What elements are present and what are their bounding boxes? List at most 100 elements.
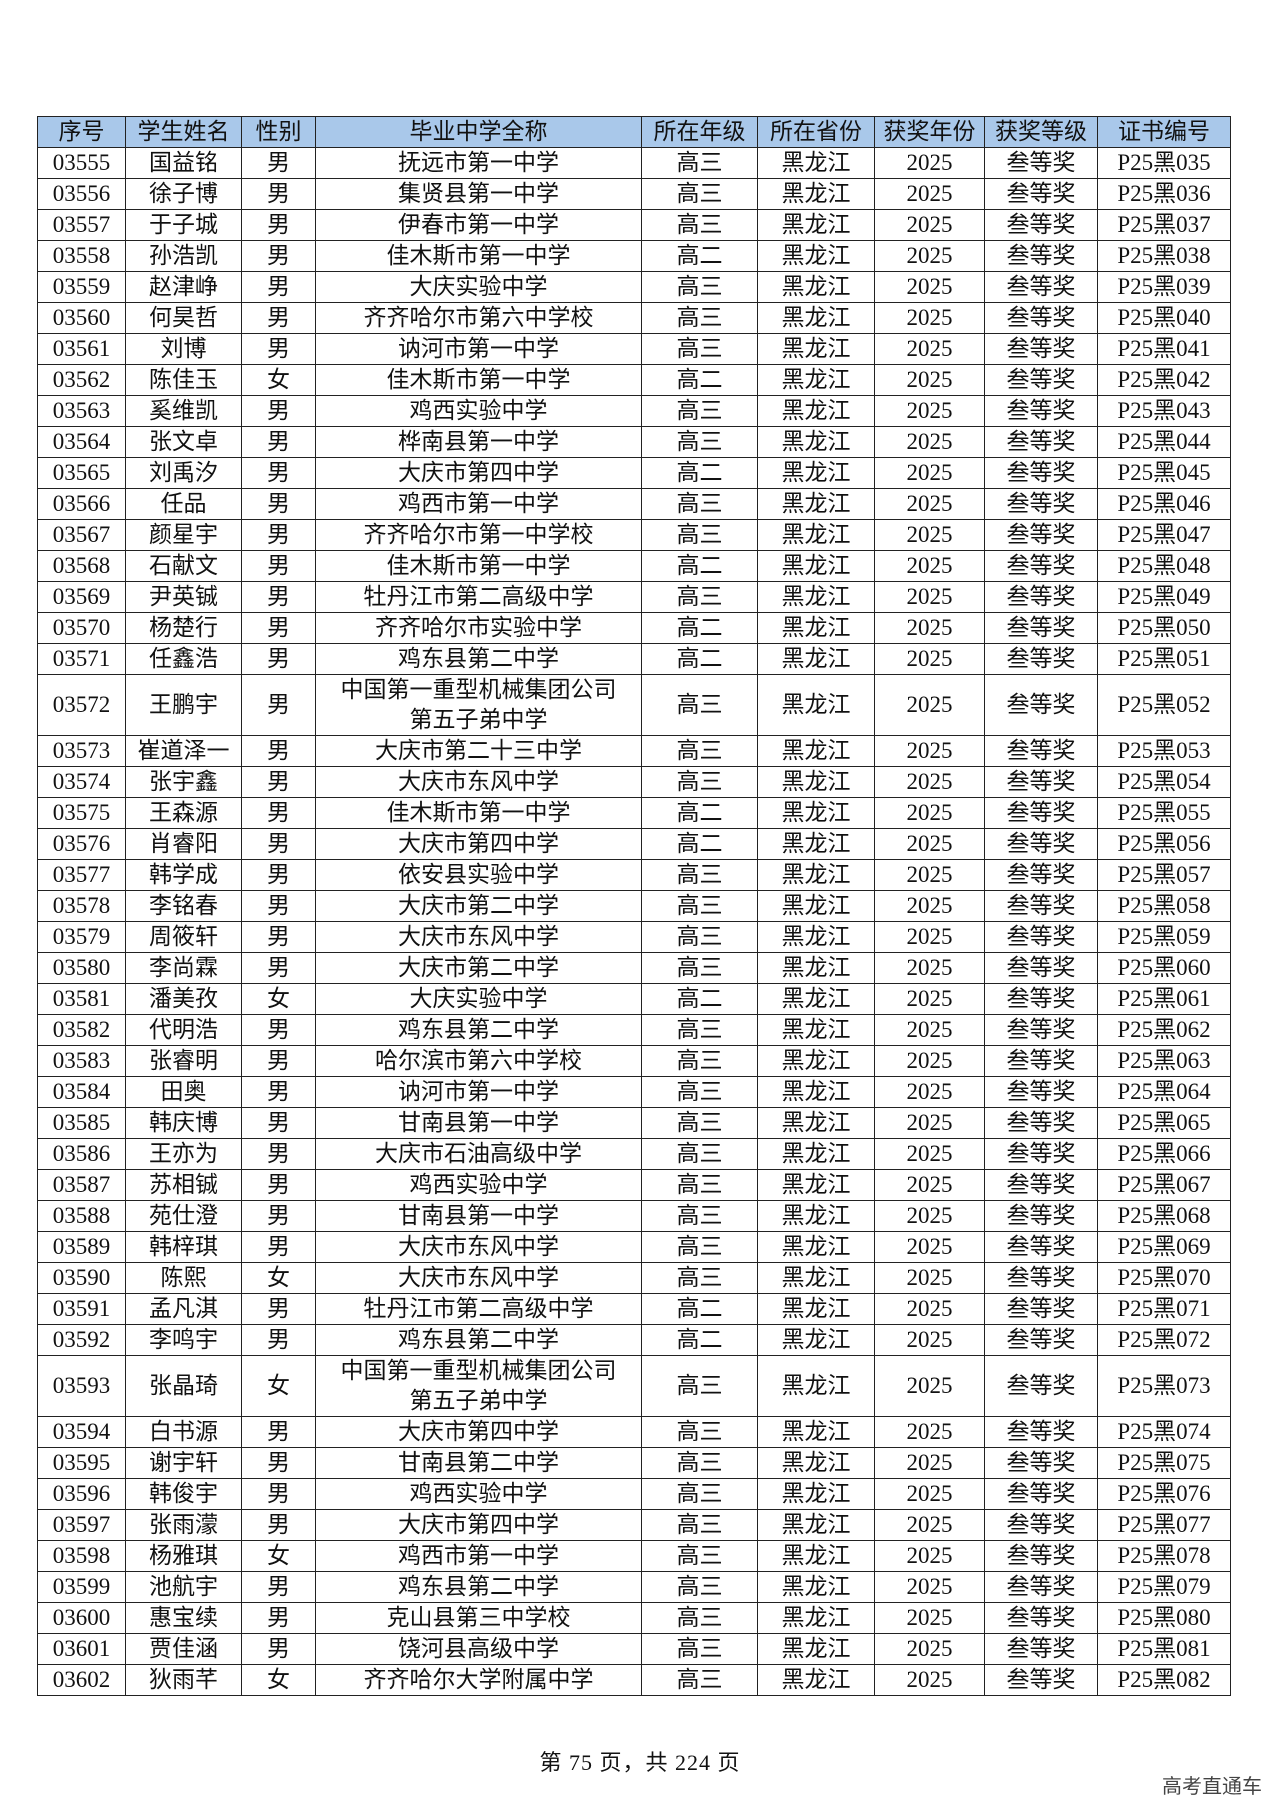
table-cell: 男 (241, 1478, 316, 1510)
table-cell: 依安县实验中学 (315, 859, 642, 891)
table-cell: 黑龙江 (757, 1076, 875, 1108)
table-cell: 叁等奖 (984, 178, 1098, 210)
table-cell: 2025 (874, 890, 985, 922)
table-cell: P25黑056 (1097, 828, 1231, 860)
table-cell: 黑龙江 (757, 333, 875, 365)
table-cell: 大庆市石油高级中学 (315, 1138, 642, 1170)
table-cell: P25黑060 (1097, 952, 1231, 984)
table-cell: 叁等奖 (984, 488, 1098, 520)
table-cell: 高二 (641, 457, 758, 489)
table-cell: P25黑052 (1097, 674, 1231, 736)
table-cell: 王亦为 (125, 1138, 242, 1170)
table-cell: 高二 (641, 550, 758, 582)
table-row: 03592 李鸣宇男鸡东县第二中学 高二 黑龙江 2025 叁等奖 P25黑072 (37, 1324, 1231, 1356)
table-cell: P25黑082 (1097, 1664, 1231, 1696)
table-cell: 徐子博 (125, 178, 242, 210)
table-row: 03595 谢宇轩男甘南县第二中学 高三 黑龙江 2025 叁等奖 P25黑075 (37, 1447, 1231, 1479)
table-cell: P25黑064 (1097, 1076, 1231, 1108)
table-cell: 叁等奖 (984, 1107, 1098, 1139)
table-cell: 2025 (874, 519, 985, 551)
table-cell: 叁等奖 (984, 364, 1098, 396)
table-cell: 03576 (37, 828, 126, 860)
table-cell: 黑龙江 (757, 1416, 875, 1448)
table-cell: P25黑063 (1097, 1045, 1231, 1077)
table-cell: 奚维凯 (125, 395, 242, 427)
table-cell: 高二 (641, 828, 758, 860)
table-cell: 陈熙 (125, 1262, 242, 1294)
table-cell: 黑龙江 (757, 1664, 875, 1696)
table-cell: 03562 (37, 364, 126, 396)
table-cell: 集贤县第一中学 (315, 178, 642, 210)
table-cell: 叁等奖 (984, 1231, 1098, 1263)
table-cell: 03559 (37, 271, 126, 303)
table-cell: 狄雨芊 (125, 1664, 242, 1696)
table-cell: 03566 (37, 488, 126, 520)
table-cell: 2025 (874, 612, 985, 644)
table-cell: 2025 (874, 952, 985, 984)
table-cell: 03555 (37, 147, 126, 179)
table-cell: 桦南县第一中学 (315, 426, 642, 458)
table-cell: 大庆市第四中学 (315, 828, 642, 860)
table-cell: 2025 (874, 550, 985, 582)
table-cell: 女 (241, 1664, 316, 1696)
table-cell: 03593 (37, 1355, 126, 1417)
table-cell: 叁等奖 (984, 612, 1098, 644)
table-cell: 2025 (874, 1293, 985, 1325)
table-cell: P25黑070 (1097, 1262, 1231, 1294)
table-cell: 潘美孜 (125, 983, 242, 1015)
table-cell: 贾佳涵 (125, 1633, 242, 1665)
table-cell: 韩梓琪 (125, 1231, 242, 1263)
table-cell: 张文卓 (125, 426, 242, 458)
table-cell: 高三 (641, 488, 758, 520)
table-row: 03574 张宇鑫男大庆市东风中学 高三 黑龙江 2025 叁等奖 P25黑054 (37, 766, 1231, 798)
table-cell: 叁等奖 (984, 240, 1098, 272)
table-cell: 高三 (641, 1602, 758, 1634)
table-cell: 高三 (641, 302, 758, 334)
table-row: 03570 杨楚行男齐齐哈尔市实验中学 高二 黑龙江 2025 叁等奖 P25黑050 (37, 612, 1231, 644)
table-cell: 2025 (874, 674, 985, 736)
table-cell: 黑龙江 (757, 1602, 875, 1634)
table-cell: P25黑051 (1097, 643, 1231, 675)
table-cell: 杨雅琪 (125, 1540, 242, 1572)
table-cell: 2025 (874, 271, 985, 303)
table-cell: 黑龙江 (757, 1355, 875, 1417)
table-cell: 03568 (37, 550, 126, 582)
table-row: 03585 韩庆博男甘南县第一中学 高三 黑龙江 2025 叁等奖 P25黑065 (37, 1107, 1231, 1139)
table-cell: 2025 (874, 1571, 985, 1603)
table-cell: 黑龙江 (757, 797, 875, 829)
table-cell: 男 (241, 333, 316, 365)
table-cell: 高三 (641, 178, 758, 210)
table-cell: 王鹏宇 (125, 674, 242, 736)
table-row: 03590 陈熙女大庆市东风中学 高三 黑龙江 2025 叁等奖 P25黑070 (37, 1262, 1231, 1294)
table-cell: 03592 (37, 1324, 126, 1356)
table-row: 03578 李铭春男大庆市第二中学 高三 黑龙江 2025 叁等奖 P25黑058 (37, 890, 1231, 922)
table-cell: 高三 (641, 735, 758, 767)
table-cell: 男 (241, 488, 316, 520)
table-cell: P25黑073 (1097, 1355, 1231, 1417)
table-row: 03586 王亦为男大庆市石油高级中学 高三 黑龙江 2025 叁等奖 P25黑066 (37, 1138, 1231, 1170)
column-header: 所在省份 (757, 116, 875, 148)
table-cell: 2025 (874, 859, 985, 891)
table-row: 03596 韩俊宇男鸡西实验中学 高三 黑龙江 2025 叁等奖 P25黑076 (37, 1478, 1231, 1510)
table-cell: 2025 (874, 735, 985, 767)
table-cell: 叁等奖 (984, 1633, 1098, 1665)
table-cell: 黑龙江 (757, 1200, 875, 1232)
table-cell: 2025 (874, 643, 985, 675)
table-row: 03594 白书源男大庆市第四中学 高三 黑龙江 2025 叁等奖 P25黑074 (37, 1416, 1231, 1448)
table-cell: 2025 (874, 457, 985, 489)
table-cell: 男 (241, 612, 316, 644)
table-cell: P25黑044 (1097, 426, 1231, 458)
table-cell: 刘禹汐 (125, 457, 242, 489)
table-cell: 叁等奖 (984, 674, 1098, 736)
table-cell: 女 (241, 1262, 316, 1294)
table-cell: 高三 (641, 1231, 758, 1263)
table-cell: 男 (241, 735, 316, 767)
table-cell: 03594 (37, 1416, 126, 1448)
table-cell: 何昊哲 (125, 302, 242, 334)
table-cell: 高三 (641, 1169, 758, 1201)
table-cell: 2025 (874, 364, 985, 396)
table-cell: 佳木斯市第一中学 (315, 240, 642, 272)
table-cell: 叁等奖 (984, 643, 1098, 675)
table-cell: P25黑057 (1097, 859, 1231, 891)
table-cell: 男 (241, 550, 316, 582)
